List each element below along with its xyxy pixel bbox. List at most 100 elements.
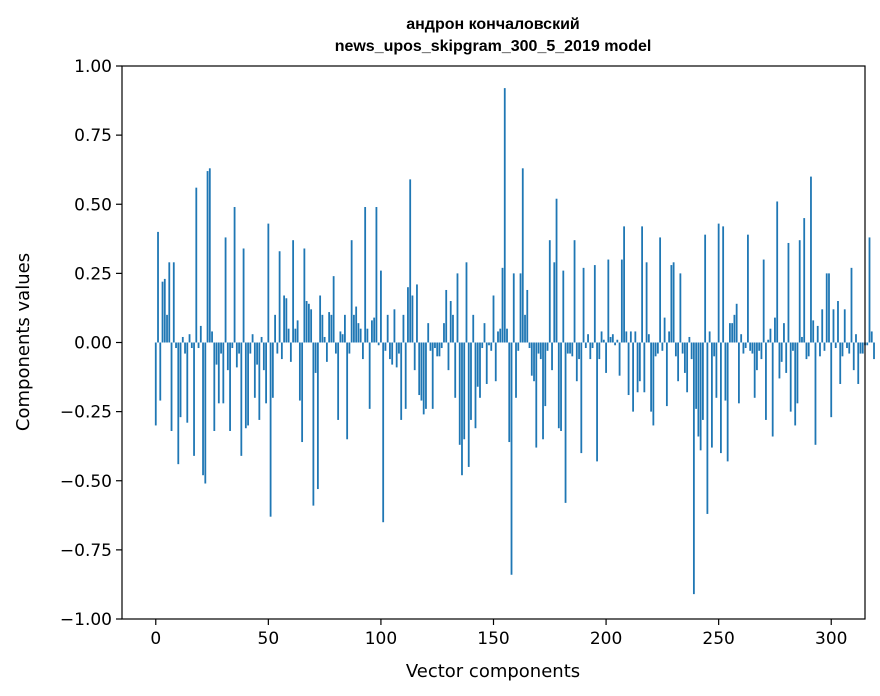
bar-23 [206, 171, 209, 343]
bar-256 [731, 323, 734, 343]
bar-285 [796, 342, 799, 404]
bar-143 [476, 342, 479, 387]
bar-310 [852, 342, 855, 371]
bar-292 [812, 320, 815, 343]
bar-193 [589, 342, 592, 360]
bar-258 [735, 303, 738, 343]
bar-317 [868, 237, 871, 343]
bar-199 [602, 339, 605, 343]
bar-91 [359, 328, 362, 343]
bar-308 [848, 342, 851, 354]
bar-41 [247, 342, 249, 426]
bar-291 [810, 176, 812, 343]
bar-181 [562, 270, 565, 343]
bar-261 [742, 342, 745, 354]
bar-76 [325, 342, 328, 362]
bar-97 [373, 317, 376, 343]
bar-217 [643, 342, 646, 393]
bar-30 [222, 342, 225, 404]
bar-77 [328, 312, 331, 343]
bar-185 [571, 342, 574, 357]
bar-128 [443, 323, 445, 343]
bar-65 [301, 342, 304, 443]
bar-9 [175, 342, 177, 349]
bar-216 [641, 226, 643, 343]
bar-190 [582, 267, 585, 343]
bar-183 [566, 342, 569, 354]
bar-42 [249, 342, 252, 354]
bar-106 [393, 309, 396, 343]
bar-98 [375, 207, 378, 343]
x-axis-label: Vector components [406, 661, 580, 682]
bar-287 [801, 336, 803, 343]
bar-52 [271, 342, 274, 398]
bar-99 [377, 342, 380, 346]
bar-187 [575, 342, 578, 382]
bar-307 [846, 342, 848, 349]
bar-274 [771, 342, 774, 437]
bar-172 [542, 342, 544, 440]
x-tick-label: 0 [150, 629, 161, 649]
bar-138 [465, 262, 468, 343]
bar-184 [569, 342, 571, 354]
bar-149 [490, 342, 493, 351]
bar-66 [303, 248, 306, 343]
bar-10 [177, 342, 180, 465]
bar-109 [400, 342, 403, 420]
bar-158 [510, 342, 513, 575]
bar-95 [368, 342, 371, 409]
bar-210 [627, 342, 630, 396]
x-axis-ticks: 0 50 100 150 200 250 300 [150, 619, 847, 649]
bar-319 [873, 342, 875, 360]
bar-194 [591, 342, 594, 349]
x-tick-label: 50 [258, 629, 280, 649]
bar-290 [807, 342, 810, 357]
bar-84 [344, 314, 346, 343]
bar-283 [792, 342, 794, 351]
bar-107 [395, 342, 398, 368]
bar-36 [235, 342, 238, 368]
bar-243 [701, 342, 704, 420]
bar-92 [362, 342, 364, 360]
bar-61 [292, 240, 295, 343]
bar-111 [404, 342, 407, 409]
bar-21 [202, 342, 204, 476]
bar-28 [217, 342, 220, 404]
bar-218 [645, 262, 648, 343]
bar-312 [857, 342, 860, 384]
bar-135 [458, 342, 461, 445]
bar-203 [611, 334, 614, 343]
bar-156 [506, 328, 508, 343]
bar-305 [841, 342, 844, 357]
bar-237 [688, 336, 691, 343]
bar-29 [220, 342, 222, 354]
bar-67 [305, 301, 308, 343]
bar-298 [825, 273, 828, 343]
bar-14 [186, 342, 189, 423]
bar-294 [816, 325, 819, 343]
bar-75 [323, 336, 326, 343]
y-tick-label: −1.00 [60, 610, 112, 630]
bar-43 [251, 334, 254, 343]
chart-title-line1: андрон кончаловский [406, 16, 580, 33]
bar-226 [663, 317, 666, 343]
bar-116 [416, 284, 418, 343]
bar-100 [380, 270, 382, 343]
bar-278 [780, 342, 783, 362]
bar-64 [298, 342, 301, 401]
bar-122 [429, 342, 432, 351]
bar-147 [485, 342, 488, 384]
bar-295 [819, 342, 821, 357]
bar-316 [866, 342, 869, 346]
bar-33 [229, 342, 231, 431]
bar-54 [276, 342, 279, 354]
bar-277 [778, 342, 781, 379]
bar-174 [546, 342, 549, 351]
bar-275 [774, 317, 776, 343]
bar-248 [713, 342, 716, 357]
bar-38 [240, 342, 243, 456]
bar-5 [166, 314, 168, 343]
bar-180 [560, 342, 562, 431]
bar-58 [285, 298, 288, 343]
